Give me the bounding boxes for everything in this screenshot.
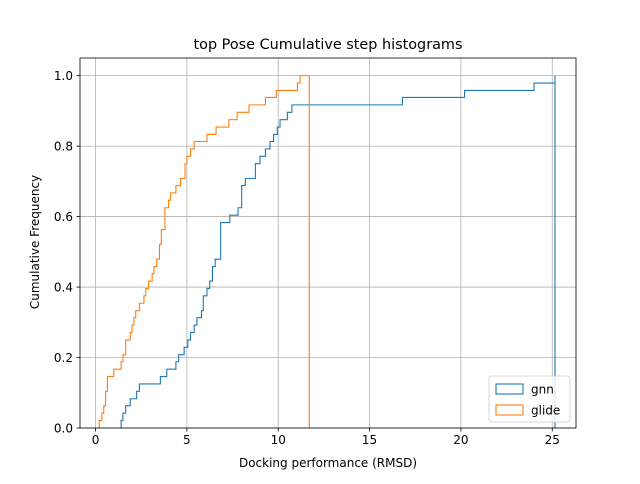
y-tick-label: 0.4: [54, 280, 73, 294]
y-axis-label: Cumulative Frequency: [28, 175, 42, 309]
x-tick-label: 15: [362, 433, 377, 447]
plot-area: [80, 58, 576, 428]
legend-label-glide: glide: [531, 404, 560, 418]
legend: gnn glide: [488, 375, 571, 423]
series-line-glide: [98, 75, 310, 428]
x-axis-label: Docking performance (RMSD): [239, 456, 417, 470]
grid-lines: [80, 58, 576, 429]
x-tick-label: 10: [271, 433, 286, 447]
plot-frame: [79, 57, 577, 429]
y-tick-label: 0.6: [54, 210, 73, 224]
x-tick-label: 20: [453, 433, 468, 447]
x-tick-label: 5: [183, 433, 191, 447]
y-tick-label: 0.2: [54, 351, 73, 365]
y-tick-label: 0.8: [54, 139, 73, 153]
legend-swatch-glide: [495, 404, 524, 416]
x-tick-label: 25: [545, 433, 560, 447]
series-line-gnn: [120, 75, 556, 428]
axis-ticks: 0 5 10 15 20 25 0.0 0.2 0.4 0.6 0.8 1.0: [54, 69, 560, 447]
legend-swatch-gnn: [495, 383, 524, 395]
series-layer: [98, 75, 556, 428]
chart-title: top Pose Cumulative step histograms: [194, 37, 463, 53]
legend-box: [488, 375, 571, 423]
y-tick-label: 1.0: [54, 69, 73, 83]
legend-label-gnn: gnn: [531, 383, 554, 397]
x-tick-label: 0: [92, 433, 100, 447]
y-tick-label: 0.0: [54, 421, 73, 435]
